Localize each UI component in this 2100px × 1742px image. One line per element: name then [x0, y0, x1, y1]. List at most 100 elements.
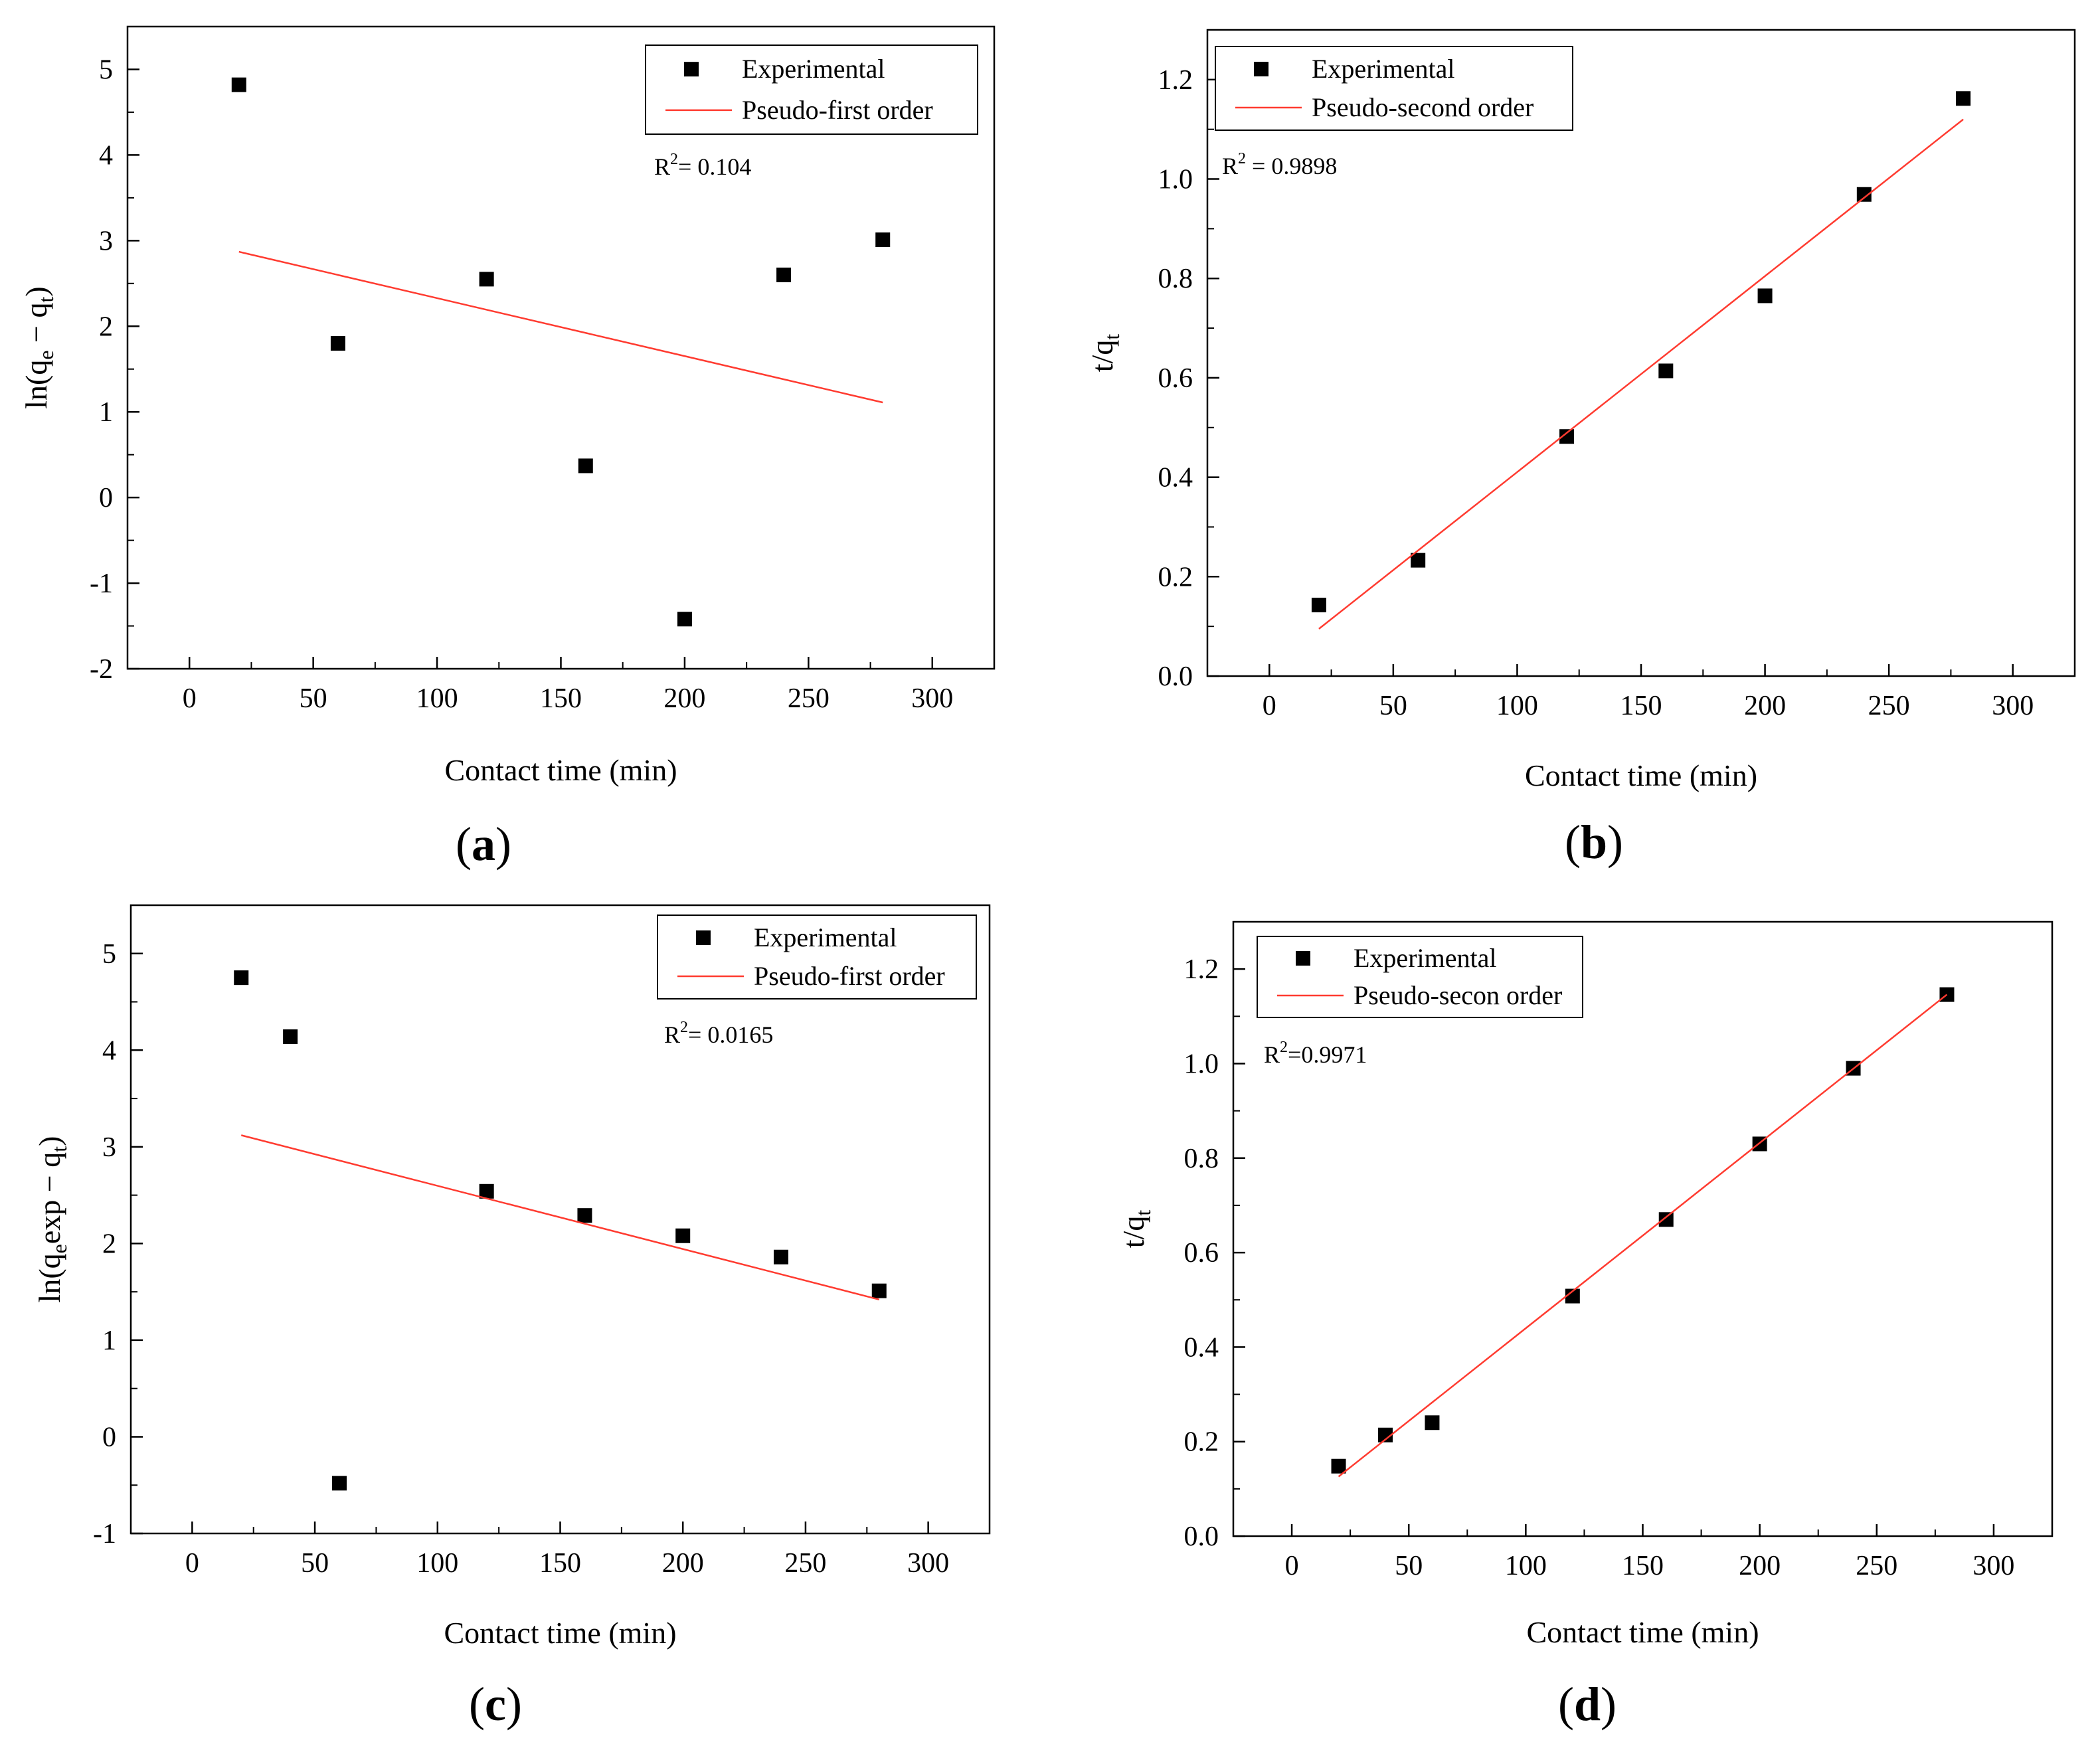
data-point — [332, 1476, 347, 1491]
y-axis-title-part: ln(q — [33, 1253, 66, 1302]
x-tick-label: 150 — [540, 683, 582, 714]
series-scatter-b — [1311, 91, 1971, 612]
x-axis: 0 50 100 150 200 250 300 — [183, 657, 953, 714]
y-tick-label: 1.0 — [1158, 165, 1193, 195]
legend-label: Pseudo-first order — [742, 95, 933, 125]
legend-box — [657, 915, 977, 1000]
r-squared-prefix: R — [1222, 153, 1238, 179]
data-point — [283, 1029, 298, 1044]
y-tick-label: -1 — [90, 568, 113, 599]
legend-label: Pseudo-second order — [1312, 92, 1533, 122]
series-scatter-d — [1331, 987, 1955, 1474]
x-tick-label: 200 — [663, 683, 705, 714]
x-axis: 0 50 100 150 200 250 300 — [1285, 1524, 2014, 1581]
r-squared-superscript: 2 — [670, 151, 678, 168]
x-tick-label: 300 — [911, 683, 953, 714]
series-line-c — [240, 1134, 880, 1301]
y-axis-title-part: t/q — [1116, 1216, 1150, 1249]
x-tick-label: 100 — [416, 683, 458, 714]
y-axis-title-part: t/q — [1085, 340, 1119, 373]
r-squared-annotation: R2=0.9971 — [1264, 1039, 1367, 1068]
chart-panel-a: 0 50 100 150 200 250 300 -2 -1 0 1 2 3 4 5 Contact time… — [19, 25, 996, 871]
legend-label: Experimental — [754, 922, 897, 952]
x-tick-label: 50 — [1395, 1551, 1423, 1581]
chart-panel-d: 0 50 100 150 200 250 300 0.0 0.2 0.4 0.6 0.8 1.0 1.2 C… — [1116, 920, 2054, 1731]
panel-label-open-paren: ( — [1565, 816, 1581, 869]
x-axis-title: Contact time (min) — [1526, 1615, 1759, 1649]
y-tick-label: 4 — [102, 1035, 116, 1066]
y-tick-label: 1.0 — [1184, 1049, 1219, 1079]
panel-label-letter: a — [472, 818, 495, 871]
legend-box — [1215, 46, 1573, 131]
x-tick-label: 50 — [301, 1548, 329, 1579]
data-point — [675, 1228, 691, 1243]
x-tick-label: 200 — [1739, 1551, 1781, 1581]
data-point — [1411, 553, 1426, 568]
y-tick-label: 1.2 — [1158, 65, 1193, 96]
data-point — [1377, 1427, 1393, 1442]
y-tick-label: 4 — [99, 140, 113, 171]
y-tick-label: 0 — [102, 1422, 116, 1452]
legend-box — [1257, 936, 1583, 1018]
data-point — [1311, 597, 1326, 612]
y-tick-label: -2 — [90, 654, 113, 685]
y-axis-title-subscript: t — [1100, 334, 1124, 340]
panel-label-open-paren: ( — [1558, 1678, 1574, 1731]
x-tick-label: 0 — [1263, 691, 1276, 721]
y-tick-label: 0.6 — [1184, 1238, 1219, 1268]
y-axis-title-subscript: t — [47, 1146, 71, 1152]
y-axis-title: ln(qeexp − qt) — [33, 1136, 71, 1303]
x-axis-title: Contact time (min) — [444, 1616, 676, 1650]
x-tick-label: 100 — [1496, 691, 1538, 721]
data-point — [330, 336, 345, 351]
panel-label: (c) — [469, 1678, 522, 1731]
data-point — [577, 1208, 592, 1223]
panel-label-close-paren: ) — [495, 818, 511, 871]
data-point — [1956, 91, 1971, 106]
y-tick-label: 0.4 — [1184, 1332, 1219, 1363]
series-line-a — [238, 250, 883, 404]
y-tick-label: 0.2 — [1158, 562, 1193, 592]
x-tick-label: 0 — [183, 683, 197, 714]
panel-label-close-paren: ) — [1601, 1678, 1617, 1731]
data-point — [578, 458, 593, 474]
y-axis: -2 -1 0 1 2 3 4 5 — [90, 54, 139, 685]
y-axis-title-part: ) — [33, 1136, 66, 1146]
y-tick-label: 5 — [102, 939, 116, 970]
x-tick-label: 150 — [539, 1548, 581, 1579]
data-point — [479, 1183, 494, 1199]
x-tick-label: 300 — [1992, 691, 2034, 721]
x-tick-label: 0 — [1285, 1551, 1299, 1581]
panel-label-open-paren: ( — [469, 1678, 485, 1731]
x-tick-label: 200 — [662, 1548, 704, 1579]
data-point — [231, 77, 246, 92]
data-point — [776, 267, 792, 282]
y-tick-label: 5 — [99, 54, 113, 85]
data-point — [1565, 1288, 1580, 1304]
panel-label-letter: d — [1574, 1678, 1601, 1731]
legend-label: Pseudo-secon order — [1354, 980, 1562, 1010]
r-squared-prefix: R — [664, 1021, 680, 1048]
panel-label-letter: b — [1581, 816, 1607, 869]
y-axis: 0.0 0.2 0.4 0.6 0.8 1.0 1.2 — [1158, 65, 1219, 692]
y-axis-title-part: ln(q — [19, 360, 53, 409]
legend-box — [645, 44, 978, 135]
data-point — [1658, 363, 1674, 379]
y-axis-title-part: exp − q — [33, 1152, 66, 1244]
data-point — [1757, 288, 1773, 304]
x-axis-title: Contact time (min) — [1525, 758, 1757, 792]
y-tick-label: 3 — [102, 1132, 116, 1163]
legend: Experimental Pseudo-first order — [657, 915, 977, 1000]
r-squared-superscript: 2 — [680, 1019, 688, 1036]
y-tick-label: 2 — [102, 1229, 116, 1259]
x-tick-label: 150 — [1620, 691, 1662, 721]
y-axis-title: t/qt — [1085, 334, 1124, 373]
panel-label: (a) — [456, 818, 511, 871]
r-squared-superscript: 2 — [1280, 1039, 1288, 1056]
x-axis: 0 50 100 150 200 250 300 — [185, 1522, 949, 1579]
legend-label: Experimental — [742, 54, 885, 84]
y-axis-title-subscript: t — [34, 296, 58, 302]
data-point — [1331, 1458, 1346, 1474]
r-squared-annotation: R2= 0.104 — [654, 151, 751, 180]
panel-label-close-paren: ) — [1607, 816, 1623, 869]
